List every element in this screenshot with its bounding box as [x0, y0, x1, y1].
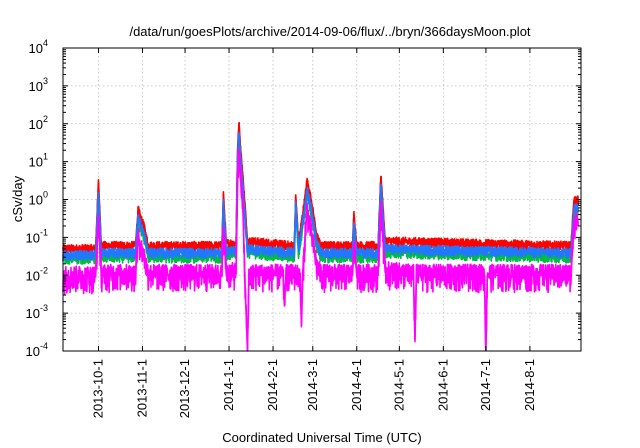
series-line-2: [62, 133, 579, 261]
y-tick-exponent: 1: [43, 152, 48, 162]
x-tick-label: 2014-2-1: [265, 359, 280, 411]
chart-title: /data/run/goesPlots/archive/2014-09-06/f…: [129, 24, 530, 39]
x-tick-label: 2014-7-1: [478, 359, 493, 411]
series-peaks-3: [63, 150, 579, 352]
x-tick-label: 2013-10-1: [90, 359, 105, 418]
y-axis-label: cSv/day: [10, 175, 25, 222]
x-axis-label: Coordinated Universal Time (UTC): [222, 430, 421, 445]
x-tick-label: 2014-4-1: [349, 359, 364, 411]
x-axis: 2013-10-1 2013-11-1 2013-12-1 2014-1-1 2014-…: [90, 48, 537, 418]
x-tick-label: 2014-1-1: [221, 359, 236, 411]
x-tick-label: 2014-6-1: [435, 359, 450, 411]
y-tick-exponent: 4: [43, 38, 48, 48]
y-tick-exponent: -2: [40, 265, 48, 275]
x-tick-label: 2014-3-1: [305, 359, 320, 411]
y-tick-exponent: -3: [40, 303, 48, 313]
grid-lines: [63, 48, 581, 351]
x-tick-label: 2013-12-1: [177, 359, 192, 418]
y-tick-exponent: 3: [43, 76, 48, 86]
y-tick-exponent: -1: [40, 227, 48, 237]
series-peaks-2: [63, 132, 579, 256]
x-tick-label: 2013-11-1: [134, 359, 149, 417]
y-tick-exponent: 0: [43, 190, 48, 200]
x-tick-label: 2014-5-1: [391, 359, 406, 411]
y-tick-exponent: -4: [40, 341, 48, 351]
data-series: [62, 122, 579, 352]
x-tick-label: 2014-8-1: [522, 359, 537, 411]
y-tick-exponent: 2: [43, 114, 48, 124]
